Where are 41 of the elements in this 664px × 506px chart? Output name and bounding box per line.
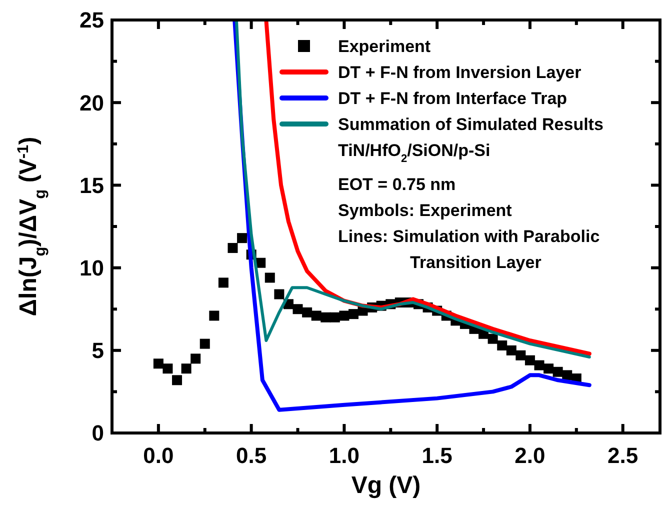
- point: [497, 340, 508, 350]
- legend-label: Experiment: [338, 36, 431, 56]
- annotation: Lines: Simulation with Parabolic: [338, 226, 600, 246]
- point: [218, 278, 228, 288]
- point: [534, 360, 544, 370]
- point: [516, 350, 526, 360]
- y-tick-label: 10: [80, 256, 104, 280]
- point: [209, 310, 220, 321]
- point: [200, 338, 210, 349]
- point: [506, 345, 516, 356]
- point: [172, 375, 182, 386]
- point: [488, 334, 498, 344]
- legend-label: DT + F-N from Interface Trap: [338, 88, 568, 108]
- x-tick-label: 1.5: [422, 443, 452, 468]
- x-tick-label: 0.0: [143, 443, 174, 468]
- point: [153, 358, 164, 369]
- point: [274, 289, 284, 300]
- annotation: EOT = 0.75 nm: [338, 174, 456, 194]
- annotation: Transition Layer: [410, 252, 542, 272]
- y-tick-label: 15: [80, 172, 104, 198]
- point: [190, 354, 201, 364]
- y-tick-label: 20: [80, 90, 104, 116]
- legend-label: Summation of Simulated Results: [338, 114, 604, 134]
- x-tick-label: 2.0: [514, 443, 546, 468]
- point: [264, 272, 275, 283]
- point: [162, 364, 173, 374]
- x-tick-label: 0.5: [236, 443, 267, 468]
- x-tick-label: 1.0: [328, 443, 360, 468]
- x-axis-title: Vg (V): [351, 472, 421, 499]
- point: [237, 233, 248, 244]
- annotation: TiN/HfO$_{2}$/SiON/p-Si: [338, 140, 490, 165]
- y-tick-label: 25: [80, 8, 104, 33]
- point: [181, 364, 192, 374]
- x-tick-label: 2.5: [608, 443, 638, 468]
- point: [524, 355, 535, 366]
- point: [228, 242, 238, 253]
- annotation: Symbols: Experiment: [338, 200, 512, 220]
- point: [292, 304, 303, 314]
- legend-label: DT + F-N from Inversion Layer: [338, 62, 582, 82]
- y-tick-label: 5: [92, 338, 104, 364]
- y-tick-label: 0: [92, 420, 104, 446]
